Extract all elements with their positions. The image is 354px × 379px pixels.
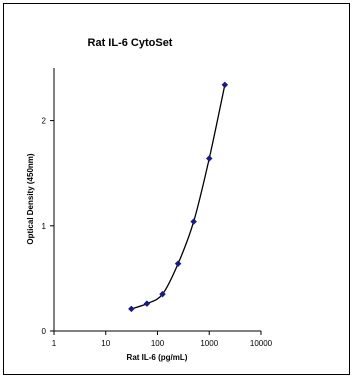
data-point <box>128 305 135 313</box>
data-point <box>143 300 151 308</box>
data-point <box>190 218 198 225</box>
y-ticks: 0 1 2 <box>42 117 54 336</box>
data-point <box>159 290 166 298</box>
y-tick-label: 0 <box>42 327 47 336</box>
chart-frame <box>3 3 350 375</box>
y-axis-label: Optical Density (450nm) <box>26 153 35 244</box>
x-tick-label: 1 <box>52 339 57 348</box>
x-ticks: 1 10 100 1000 10000 <box>52 331 273 348</box>
x-tick-label: 10000 <box>250 339 273 348</box>
fit-curve <box>131 84 226 310</box>
y-tick-label: 2 <box>42 117 47 126</box>
y-tick-label: 1 <box>42 222 47 231</box>
x-tick-label: 1000 <box>200 339 218 348</box>
data-points <box>128 81 229 313</box>
x-axis-label: Rat IL-6 (pg/mL) <box>127 353 188 362</box>
data-point <box>205 155 213 162</box>
data-point <box>174 260 182 268</box>
x-tick-label: 10 <box>101 339 110 348</box>
chart-title: Rat IL-6 CytoSet <box>88 37 173 49</box>
x-tick-label: 100 <box>151 339 165 348</box>
data-point <box>221 81 229 89</box>
